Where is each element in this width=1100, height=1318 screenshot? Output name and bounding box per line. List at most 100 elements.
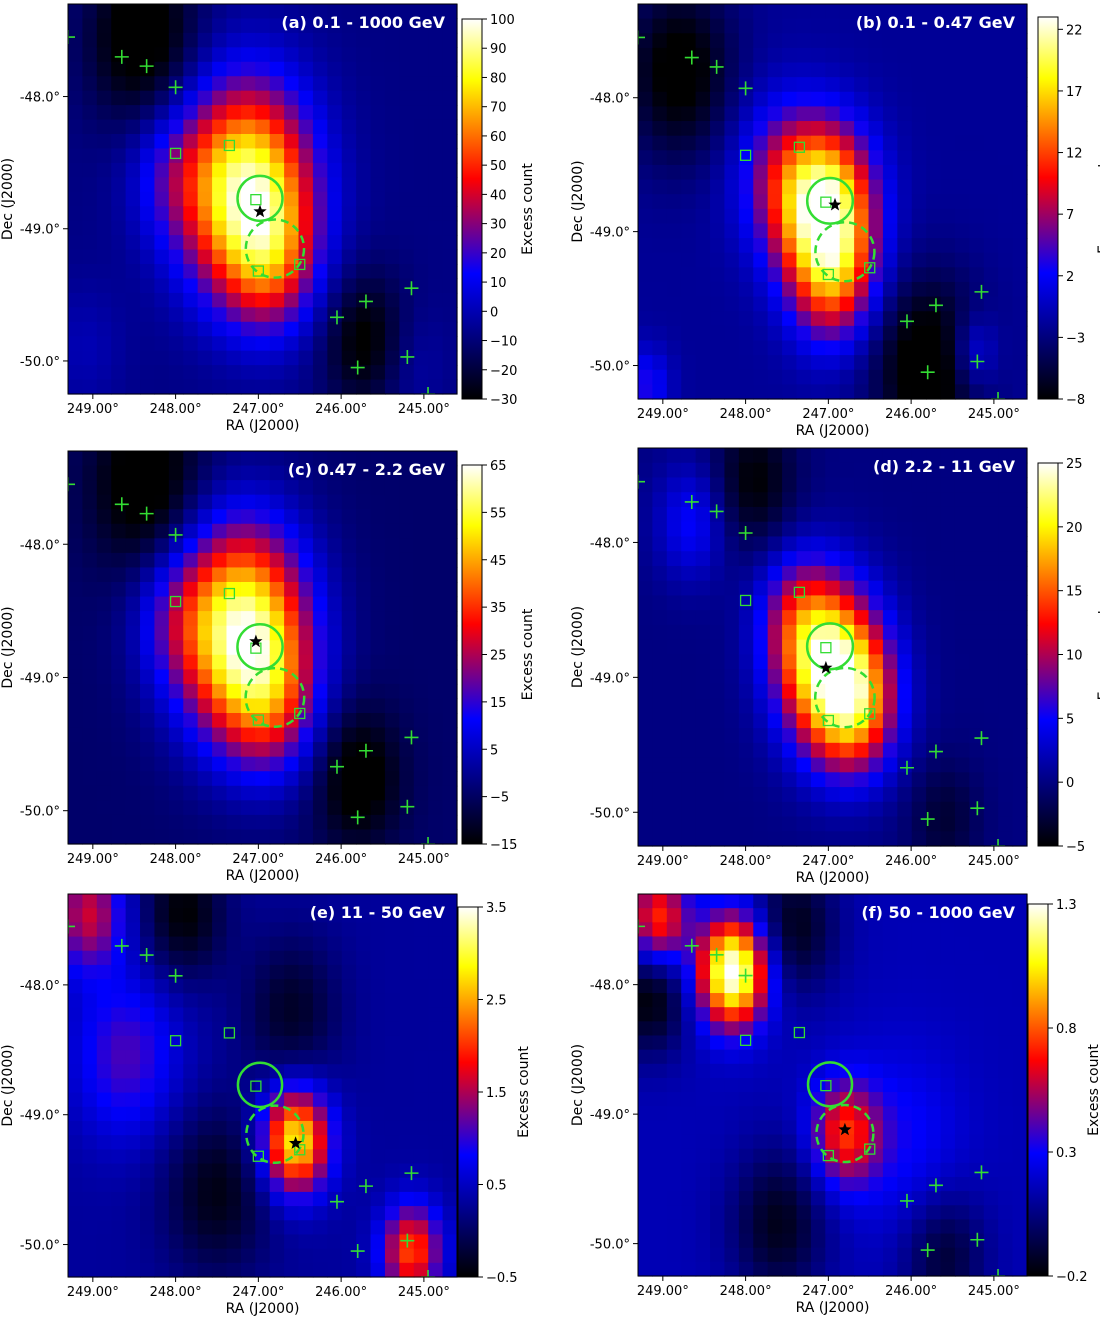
heatmap-cell (738, 922, 754, 938)
heatmap-cell (782, 1120, 798, 1136)
heatmap-cell (226, 264, 242, 280)
heatmap-cell (212, 771, 228, 787)
square-marker (864, 708, 876, 720)
heatmap-cell (638, 1261, 654, 1277)
heatmap-cell (1012, 742, 1028, 759)
heatmap-cell (154, 307, 170, 323)
heatmap-cell (796, 1106, 812, 1121)
heatmap-cell (652, 610, 668, 626)
heatmap-cell (810, 62, 826, 78)
heatmap-cell (767, 551, 783, 567)
heatmap-cell (666, 281, 682, 298)
heatmap-cell (954, 536, 970, 552)
heatmap-cell (882, 267, 898, 283)
heatmap-cell (1012, 1092, 1028, 1107)
heatmap-cell (926, 713, 942, 729)
heatmap-cell (810, 462, 826, 479)
heatmap-cell (666, 311, 682, 327)
heatmap-cell (652, 1247, 668, 1263)
heatmap-cell (710, 831, 726, 847)
heatmap-cell (212, 365, 228, 381)
heatmap-cell (782, 164, 798, 181)
heatmap-cell (897, 816, 913, 832)
cross-marker (358, 743, 373, 758)
heatmap-cell (312, 756, 328, 772)
heatmap-cell (969, 595, 985, 611)
heatmap-cell (442, 76, 458, 92)
heatmap-cell (442, 307, 458, 323)
heatmap-cell (269, 336, 285, 352)
heatmap-cell (998, 462, 1014, 479)
heatmap-cell (370, 800, 386, 816)
heatmap-cell (413, 785, 429, 801)
heatmap-cell (226, 1007, 242, 1023)
heatmap-cell (724, 208, 740, 225)
heatmap-cell (68, 206, 84, 222)
heatmap-cell (825, 580, 841, 597)
heatmap-cell (125, 18, 141, 34)
heatmap-cell (767, 1120, 783, 1136)
heatmap-cell (96, 908, 112, 923)
heatmap-cell (413, 1248, 429, 1264)
heatmap-cell (767, 208, 783, 225)
heatmap-cell (312, 771, 328, 787)
heatmap-cell (370, 177, 386, 193)
heatmap-cell (356, 625, 372, 641)
heatmap-cell (96, 611, 112, 627)
heatmap-cell (882, 894, 898, 909)
heatmap-cell (810, 91, 826, 108)
heatmap-cell (370, 582, 386, 598)
heatmap-cell (666, 978, 682, 994)
heatmap-cell (724, 580, 740, 597)
heatmap-cell (868, 565, 884, 582)
heatmap-cell (897, 1063, 913, 1079)
heatmap-cell (82, 134, 98, 150)
heatmap-cell (82, 249, 98, 265)
heatmap-cell (68, 1149, 84, 1165)
heatmap-cell (810, 1205, 826, 1221)
heatmap-cell (226, 61, 242, 77)
heatmap-cell (638, 580, 654, 597)
heatmap-cell (868, 713, 884, 729)
heatmap-cell (298, 1078, 314, 1094)
heatmap-cell (370, 350, 386, 366)
heatmap-cell (442, 785, 458, 801)
heatmap-cell (854, 355, 870, 371)
heatmap-cell (695, 18, 711, 34)
heatmap-cell (255, 4, 271, 20)
heatmap-cell (954, 894, 970, 909)
heatmap-cell (442, 206, 458, 222)
heatmap-cell (710, 238, 726, 254)
heatmap-cell (255, 1220, 271, 1236)
dashed-source-circle (814, 220, 876, 283)
heatmap-cell (312, 90, 328, 106)
heatmap-cell (111, 611, 127, 627)
heatmap-cell (753, 267, 769, 283)
heatmap-cell (882, 551, 898, 567)
heatmap-cell (442, 640, 458, 656)
heatmap-cell (954, 33, 970, 49)
heatmap-cell (413, 494, 429, 510)
heatmap-cell (810, 1162, 826, 1178)
heatmap-cell (240, 756, 256, 772)
heatmap-cell (940, 993, 956, 1008)
heatmap-cell (140, 596, 156, 612)
heatmap-cell (341, 307, 357, 323)
heatmap-cell (882, 964, 898, 980)
heatmap-cell (954, 713, 970, 729)
heatmap-cell (782, 936, 798, 952)
heatmap-cell (370, 480, 386, 496)
heatmap-cell (868, 150, 884, 166)
heatmap-cell (384, 1106, 400, 1122)
heatmap-cell (327, 350, 343, 366)
heatmap-cell (96, 148, 112, 164)
heatmap-cell (298, 494, 314, 510)
heatmap-cell (327, 1135, 343, 1150)
heatmap-cell (782, 77, 798, 93)
heatmap-cell (926, 757, 942, 773)
heatmap-cell (710, 223, 726, 239)
heatmap-cell (125, 1163, 141, 1179)
heatmap-cell (284, 1262, 300, 1278)
heatmap-cell (695, 713, 711, 729)
heatmap-cell (168, 177, 184, 193)
